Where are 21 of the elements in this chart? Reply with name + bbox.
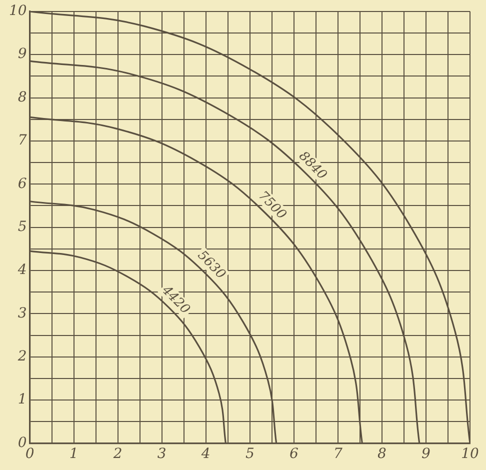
x-tick-label: 2	[112, 446, 122, 462]
x-tick-label: 8	[378, 446, 386, 462]
y-tick-label: 6	[18, 176, 27, 192]
y-tick-label: 2	[16, 348, 27, 364]
x-tick-label: 7	[333, 446, 342, 462]
y-tick-label: 3	[18, 305, 27, 322]
y-tick-label: 0	[18, 434, 27, 451]
y-tick-label: 9	[18, 46, 27, 62]
x-tick-label: 9	[422, 446, 431, 462]
y-tick-label: 5	[18, 218, 27, 235]
y-tick-label: 10	[8, 3, 27, 20]
x-tick-label: 1	[69, 446, 78, 462]
x-tick-label: 10	[461, 446, 479, 462]
x-tick-label: 5	[245, 446, 254, 462]
y-tick-label: 1	[18, 392, 27, 408]
x-tick-label: 4	[200, 446, 210, 462]
x-tick-label: 6	[289, 446, 298, 462]
y-tick-label: 8	[18, 89, 27, 106]
y-tick-label: 4	[16, 262, 27, 278]
y-tick-label: 7	[18, 132, 27, 149]
x-tick-label: 3	[157, 446, 166, 462]
